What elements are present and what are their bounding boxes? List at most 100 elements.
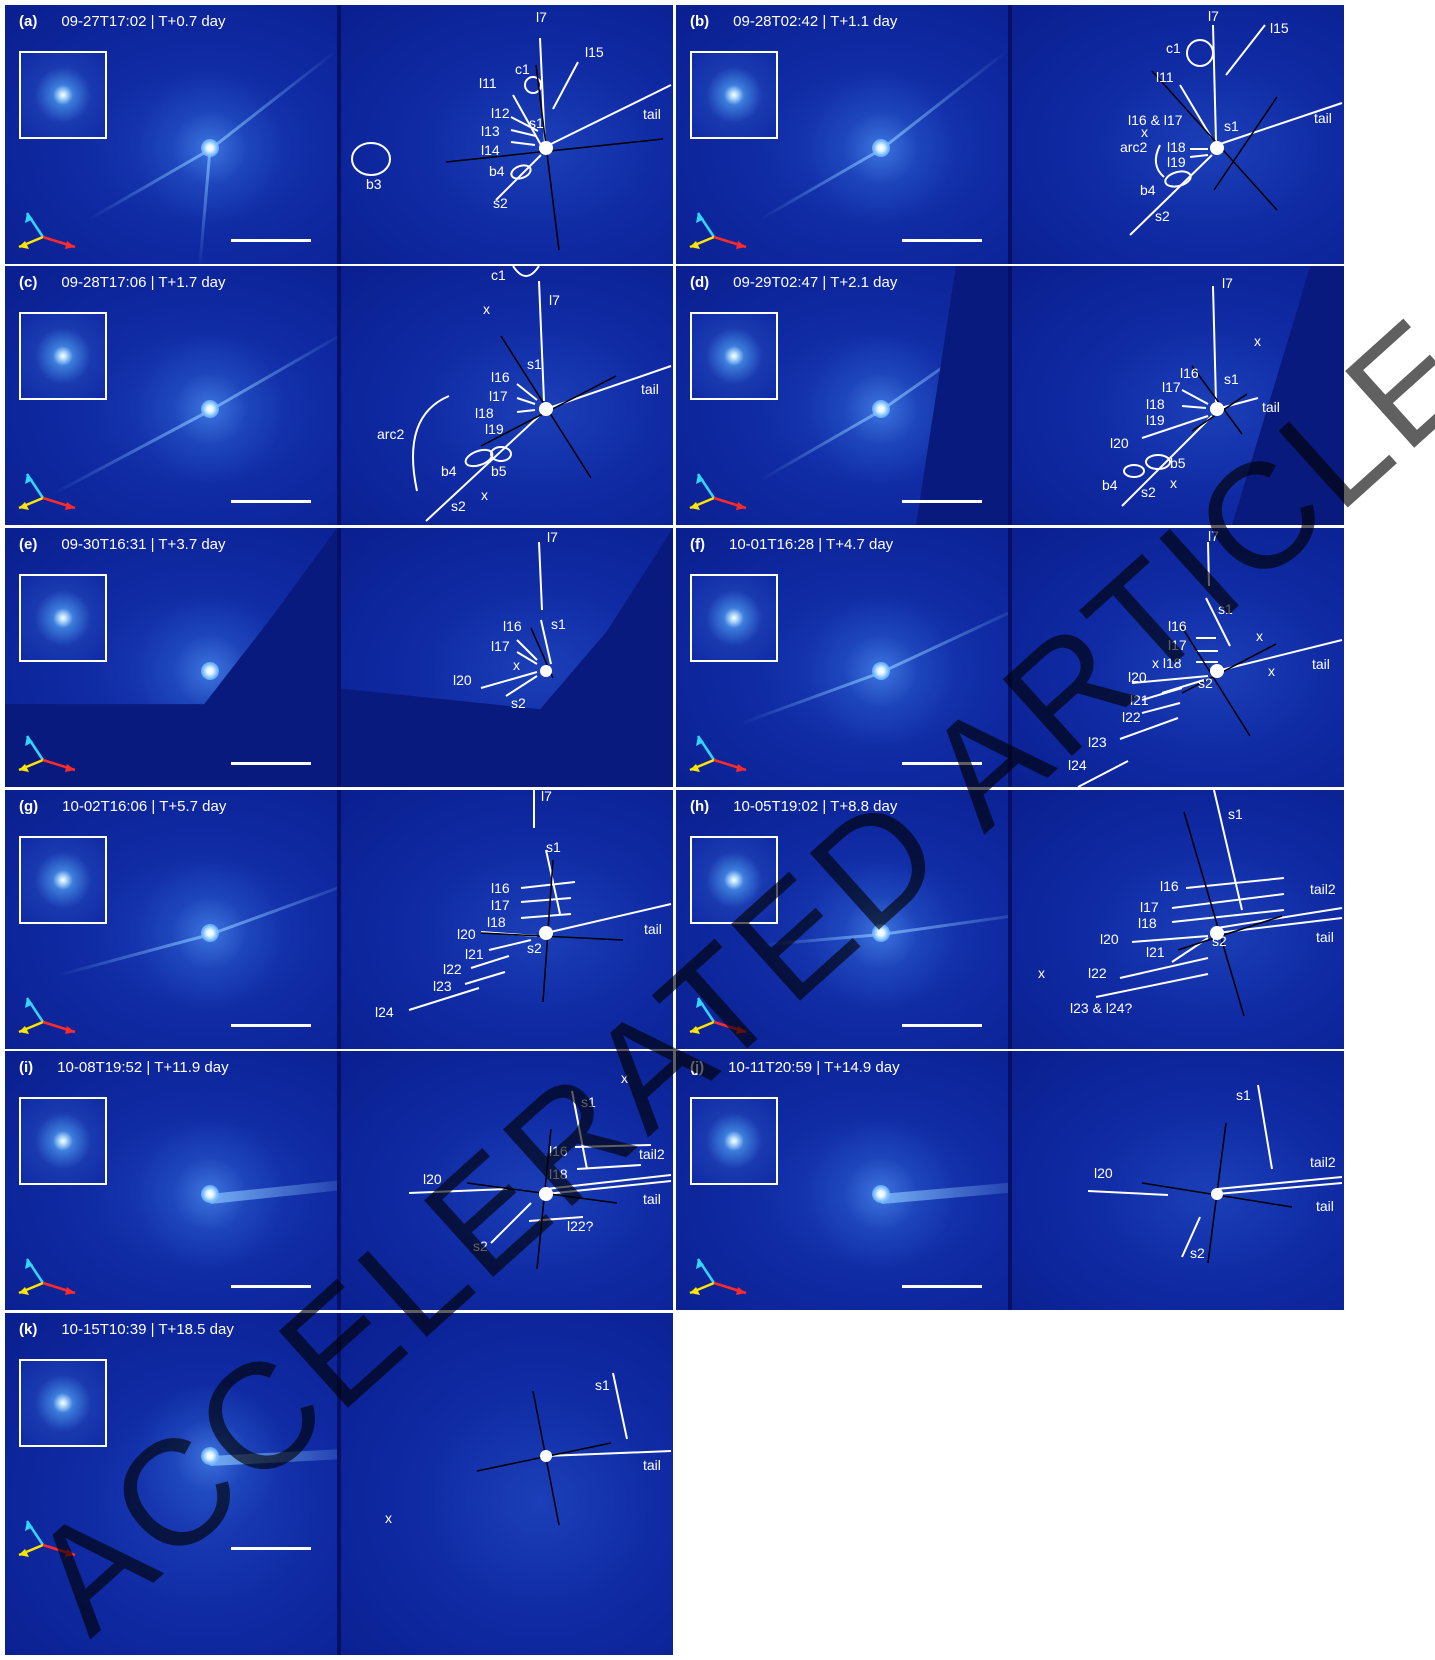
nucleus xyxy=(201,1185,219,1203)
svg-text:s1: s1 xyxy=(1228,806,1243,822)
inset-image xyxy=(690,1097,778,1185)
compass-arrows-icon xyxy=(689,212,747,249)
svg-text:l18: l18 xyxy=(475,405,494,421)
panel-k-annotated: s1 tail x xyxy=(341,1313,673,1655)
svg-text:c1: c1 xyxy=(491,267,506,283)
compass-arrows-icon xyxy=(18,997,76,1034)
svg-text:tail: tail xyxy=(643,1191,661,1207)
panel-title: (g) 10-02T16:06 | T+5.7 day xyxy=(19,798,227,815)
svg-text:tail: tail xyxy=(643,1457,661,1473)
scale-bar xyxy=(902,500,982,503)
svg-text:s1: s1 xyxy=(595,1377,610,1393)
annotation-layer: l7 l15 c1 l11 l16 & l17 x arc2 l18 l19 s… xyxy=(1120,8,1343,236)
compass-arrows-icon xyxy=(689,735,747,772)
panel-k-image: (k) 10-15T10:39 | T+18.5 day xyxy=(5,1313,337,1655)
svg-text:l22: l22 xyxy=(443,961,462,977)
svg-text:l7: l7 xyxy=(1222,275,1233,291)
svg-text:l11: l11 xyxy=(479,75,497,91)
panel-j: (j) 10-11T20:59 | T+14.9 day s1 tail2 l20… xyxy=(676,1051,1344,1310)
svg-text:b5: b5 xyxy=(491,463,507,479)
panel-g-annotated: l7 s1 l16 l17 l18 l20 tail l21 s2 l22 l2… xyxy=(341,790,673,1049)
panel-title: (i) 10-08T19:52 | T+11.9 day xyxy=(19,1059,229,1076)
svg-text:l20: l20 xyxy=(453,672,472,688)
svg-text:l17: l17 xyxy=(489,388,508,404)
svg-text:l22: l22 xyxy=(1088,965,1107,981)
annotation-layer: l7 x l16 l17 s1 l18 l19 tail l20 b5 b4 s… xyxy=(1102,275,1280,507)
svg-text:x: x xyxy=(385,1510,392,1526)
annotation-layer: l7 l16 s1 l17 x l20 s2 xyxy=(453,529,566,711)
svg-text:b4: b4 xyxy=(441,463,457,479)
scale-bar xyxy=(902,1285,982,1288)
panel-j-image: (j) 10-11T20:59 | T+14.9 day xyxy=(676,1051,1008,1310)
panel-title: (k) 10-15T10:39 | T+18.5 day xyxy=(19,1321,234,1338)
compass-arrows-icon xyxy=(18,473,76,510)
inset-image xyxy=(690,312,778,400)
svg-text:x: x xyxy=(621,1070,628,1086)
svg-text:b4: b4 xyxy=(1140,182,1156,198)
compass-arrows-icon xyxy=(18,1258,76,1295)
inset-image xyxy=(690,836,778,924)
svg-text:l16: l16 xyxy=(549,1143,568,1159)
panel-a-image: (a) 09-27T17:02 | T+0.7 day xyxy=(5,5,337,264)
panel-f-annotated: l7 s1 l16 l17 x x l18 x tail l20 s2 l21 … xyxy=(1012,528,1344,787)
annotation-layer: c1 l7 x s1 l16 l17 l18 l19 tail arc2 b4 … xyxy=(377,266,672,522)
compass-arrows-icon xyxy=(689,473,747,510)
svg-text:l17: l17 xyxy=(491,897,510,913)
nucleus xyxy=(872,924,890,942)
svg-text:l17: l17 xyxy=(1140,899,1159,915)
svg-text:tail2: tail2 xyxy=(1310,1154,1336,1170)
svg-text:s1: s1 xyxy=(1224,371,1239,387)
svg-text:s2: s2 xyxy=(451,498,466,514)
svg-text:l21: l21 xyxy=(465,946,484,962)
svg-text:arc2: arc2 xyxy=(1120,139,1147,155)
nucleus xyxy=(872,662,890,680)
svg-text:tail: tail xyxy=(643,106,661,122)
panel-h-image: (h) 10-05T19:02 | T+8.8 day xyxy=(676,790,1008,1049)
scale-bar xyxy=(231,1024,311,1027)
panel-e-annotated: l7 l16 s1 l17 x l20 s2 xyxy=(341,528,673,787)
svg-text:s2: s2 xyxy=(511,695,526,711)
panel-c-image: (c) 09-28T17:06 | T+1.7 day xyxy=(5,266,337,525)
svg-text:b4: b4 xyxy=(1102,477,1118,493)
nucleus xyxy=(201,924,219,942)
svg-text:l22: l22 xyxy=(1122,709,1141,725)
svg-text:tail: tail xyxy=(644,921,662,937)
svg-text:l21: l21 xyxy=(1130,692,1149,708)
inset-image xyxy=(690,574,778,662)
annotation-layer: s1 tail x xyxy=(385,1372,672,1526)
svg-text:l20: l20 xyxy=(1128,669,1147,685)
svg-text:tail: tail xyxy=(1316,929,1334,945)
svg-text:s2: s2 xyxy=(1212,933,1227,949)
svg-text:l22?: l22? xyxy=(567,1218,594,1234)
svg-text:s2: s2 xyxy=(1198,675,1213,691)
panel-f-image: (f) 10-01T16:28 | T+4.7 day xyxy=(676,528,1008,787)
svg-text:l12: l12 xyxy=(491,105,510,121)
svg-text:l23: l23 xyxy=(1088,734,1107,750)
panel-c: (c) 09-28T17:06 | T+1.7 day c1 l7 x s1 l1… xyxy=(5,266,673,525)
svg-text:s1: s1 xyxy=(1236,1087,1251,1103)
svg-text:l18: l18 xyxy=(1167,139,1186,155)
panel-f: (f) 10-01T16:28 | T+4.7 day l7 s1 l16 l17… xyxy=(676,528,1344,787)
svg-text:s2: s2 xyxy=(493,195,508,211)
svg-text:arc2: arc2 xyxy=(377,426,404,442)
panel-title: (h) 10-05T19:02 | T+8.8 day xyxy=(690,798,898,815)
panel-i: (i) 10-08T19:52 | T+11.9 day x s1 l16 tai… xyxy=(5,1051,673,1310)
svg-text:l16: l16 xyxy=(1168,618,1187,634)
nucleus xyxy=(201,1447,219,1465)
svg-text:l7: l7 xyxy=(536,9,547,25)
svg-text:x: x xyxy=(483,301,490,317)
svg-text:l20: l20 xyxy=(1110,435,1129,451)
inset-image xyxy=(19,1097,107,1185)
svg-text:x: x xyxy=(513,657,520,673)
svg-text:b3: b3 xyxy=(366,176,382,192)
panel-g-image: (g) 10-02T16:06 | T+5.7 day xyxy=(5,790,337,1049)
compass-arrows-icon xyxy=(689,997,747,1034)
panel-d-annotated: l7 x l16 l17 s1 l18 l19 tail l20 b5 b4 s… xyxy=(1012,266,1344,525)
scale-bar xyxy=(231,1547,311,1550)
svg-text:l16: l16 xyxy=(1180,365,1199,381)
panel-b: (b) 09-28T02:42 | T+1.1 day l7 l15 c1 l11… xyxy=(676,5,1344,264)
svg-text:s1: s1 xyxy=(581,1094,596,1110)
panel-title: (b) 09-28T02:42 | T+1.1 day xyxy=(690,13,898,30)
panel-title: (d) 09-29T02:47 | T+2.1 day xyxy=(690,274,898,291)
svg-text:l16: l16 xyxy=(503,618,522,634)
